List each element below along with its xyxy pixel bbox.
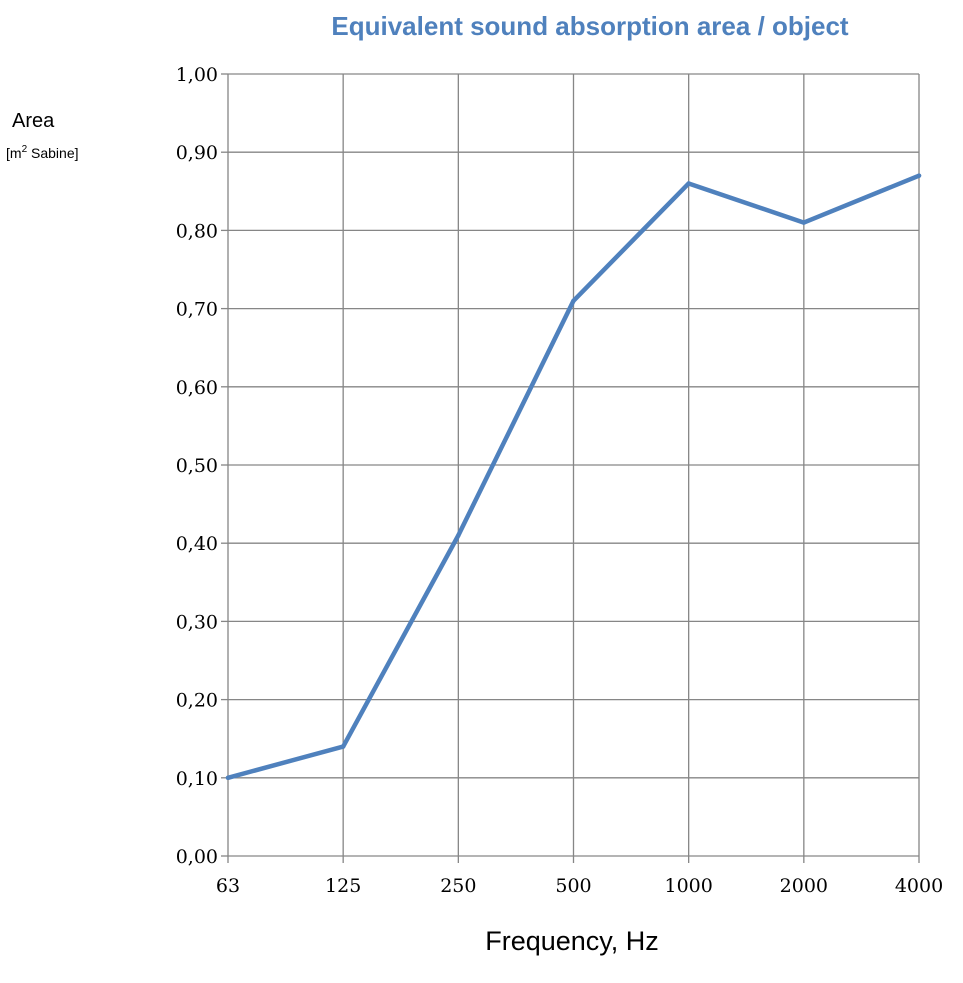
x-tick-label: 63 <box>216 875 240 897</box>
data-point <box>916 173 922 178</box>
y-tick-label: 0,80 <box>176 220 218 242</box>
y-tick-label: 0,10 <box>176 768 218 790</box>
y-tick-label: 0,90 <box>176 142 218 164</box>
chart-title: Equivalent sound absorption area / objec… <box>331 11 849 41</box>
y-ticks: 0,00 0,10 0,20 0,30 0,40 0,50 0,60 0,70 0,80 0,90… <box>176 64 218 868</box>
data-point <box>801 220 807 225</box>
y-axis-unit-superscript: 2 <box>22 144 28 155</box>
data-point <box>456 533 461 538</box>
y-axis-unit-suffix: Sabine] <box>27 145 78 161</box>
grid <box>221 73 920 863</box>
x-tick-label: 1000 <box>664 875 712 897</box>
x-tick-label: 4000 <box>895 875 943 897</box>
y-axis-unit: [m2 Sabine] <box>6 144 79 161</box>
x-tick-label: 2000 <box>780 875 828 897</box>
y-tick-label: 1,00 <box>176 64 218 86</box>
data-point <box>340 744 346 749</box>
x-tick-label: 250 <box>440 875 476 897</box>
data-point <box>571 298 576 303</box>
x-axis-label: Frequency, Hz <box>485 926 659 956</box>
data-point <box>225 775 231 780</box>
y-axis-label: Area <box>12 110 55 132</box>
series-layer <box>225 173 922 781</box>
x-tick-label: 500 <box>555 875 591 897</box>
y-tick-label: 0,30 <box>176 611 218 633</box>
y-tick-label: 0,70 <box>176 299 218 321</box>
x-ticks: 63 125 250 500 1000 2000 4000 <box>216 875 943 897</box>
y-tick-label: 0,60 <box>176 377 218 399</box>
y-tick-label: 0,00 <box>176 846 218 868</box>
y-axis-unit-prefix: [m <box>6 145 22 161</box>
y-tick-label: 0,20 <box>176 690 218 712</box>
y-tick-label: 0,40 <box>176 533 218 555</box>
y-tick-label: 0,50 <box>176 455 218 477</box>
x-tick-label: 125 <box>325 875 361 897</box>
data-point <box>686 181 691 186</box>
